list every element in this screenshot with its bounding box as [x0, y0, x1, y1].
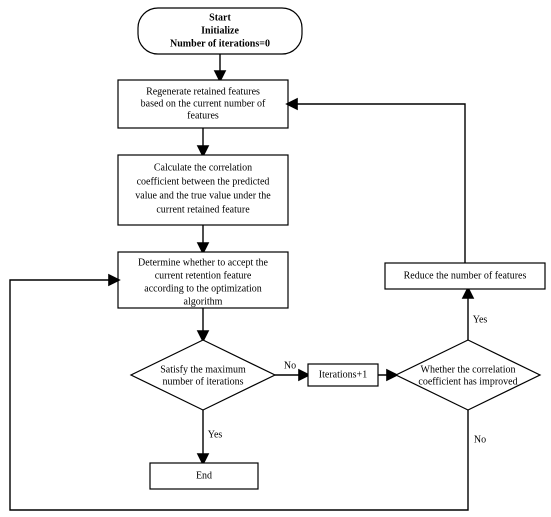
- node-calc-line1: coefficient between the predicted: [137, 176, 270, 187]
- label-yes2: Yes: [473, 314, 488, 325]
- label-no1: No: [284, 360, 296, 371]
- node-regen-line1: based on the current number of: [141, 98, 266, 109]
- node-determine-line2: according to the optimization: [144, 283, 261, 294]
- node-calc-line0: Calculate the correlation: [154, 162, 252, 173]
- node-improved-line1: coefficient has improved: [418, 376, 517, 387]
- node-start-line1: Initialize: [201, 25, 239, 36]
- node-improved-line0: Whether the correlation: [421, 364, 516, 375]
- edge-reduce-regen: [288, 104, 465, 263]
- node-iter-line0: Iterations+1: [319, 369, 367, 380]
- node-end-line0: End: [196, 470, 212, 481]
- node-determine-line0: Determine whether to accept the: [138, 257, 268, 268]
- node-satisfy-line1: number of iterations: [162, 376, 243, 387]
- node-calc-line2: value and the true value under the: [135, 190, 271, 201]
- node-determine-line1: current retention feature: [155, 270, 252, 281]
- node-regen-line2: features: [187, 110, 219, 121]
- node-start-line2: Number of iterations=0: [170, 38, 270, 49]
- label-yes1: Yes: [208, 429, 223, 440]
- node-reduce-line0: Reduce the number of features: [404, 270, 527, 281]
- node-regen-line0: Regenerate retained features: [146, 86, 260, 97]
- node-determine-line3: algorithm: [184, 296, 223, 307]
- node-satisfy-line0: Satisfy the maximum: [160, 364, 246, 375]
- node-start-line0: Start: [209, 12, 231, 23]
- label-no2: No: [474, 434, 486, 445]
- node-calc-line3: current retained feature: [156, 204, 250, 215]
